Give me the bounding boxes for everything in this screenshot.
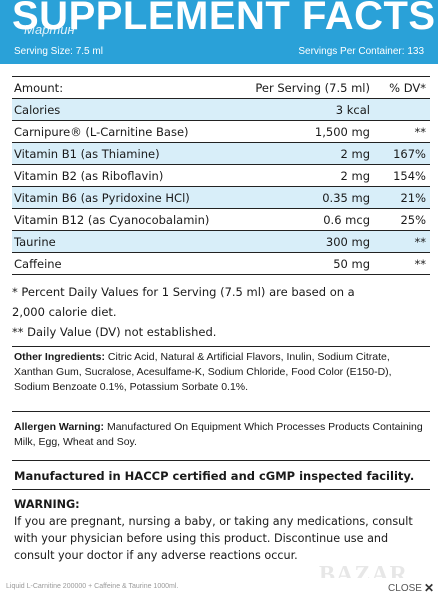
nutrient-dv: ** — [414, 235, 427, 249]
table-row: Carnipure® (L-Carnitine Base) 1,500 mg *… — [12, 121, 430, 143]
nutrient-amount: 3 kcal — [335, 103, 370, 117]
table-row: Vitamin B2 (as Riboflavin) 2 mg 154% — [12, 165, 430, 187]
servings-per-container: Servings Per Container: 133 — [298, 46, 424, 57]
nutrient-dv: 154% — [393, 169, 426, 183]
nutrient-dv: 21% — [400, 191, 426, 205]
ingredients-label: Other Ingredients: — [14, 351, 106, 363]
other-ingredients: Other Ingredients: Citric Acid, Natural … — [14, 350, 428, 395]
nutrient-dv: 167% — [393, 147, 426, 161]
nutrient-name: Vitamin B2 (as Riboflavin) — [14, 169, 164, 183]
divider — [12, 411, 430, 412]
footnote-line: * Percent Daily Values for 1 Serving (7.… — [12, 285, 355, 299]
nutrient-name: Carnipure® (L-Carnitine Base) — [14, 125, 189, 139]
nutrition-table: Amount: Per Serving (7.5 ml) % DV* Calor… — [12, 76, 430, 275]
daily-value-footnotes: * Percent Daily Values for 1 Serving (7.… — [12, 282, 430, 347]
warning-title: WARNING: — [14, 498, 80, 511]
divider — [12, 489, 430, 490]
close-label: CLOSE — [388, 582, 422, 594]
table-row: Caffeine 50 mg ** — [12, 253, 430, 275]
nutrient-amount: 0.6 mcg — [323, 213, 370, 227]
nutrient-amount: 1,500 mg — [314, 125, 370, 139]
close-icon: ✕ — [423, 581, 434, 595]
table-header-row: Amount: Per Serving (7.5 ml) % DV* — [12, 77, 430, 99]
table-row: Vitamin B12 (as Cyanocobalamin) 0.6 mcg … — [12, 209, 430, 231]
header-amount-label: Amount: — [14, 81, 64, 95]
nutrient-amount: 0.35 mg — [322, 191, 370, 205]
watermark-text: Мартин — [24, 22, 75, 37]
warning-section: WARNING: If you are pregnant, nursing a … — [14, 496, 428, 564]
nutrient-dv: ** — [414, 125, 427, 139]
nutrient-amount: 50 mg — [333, 257, 370, 271]
haccp-statement: Manufactured in HACCP certified and cGMP… — [14, 469, 415, 483]
allergen-warning: Allergen Warning: Manufactured On Equipm… — [14, 420, 428, 450]
footer-strip — [0, 578, 438, 600]
table-row: Calories 3 kcal — [12, 99, 430, 121]
allergen-text: Manufactured On Equipment Which Processe… — [14, 421, 423, 448]
nutrient-dv: ** — [414, 257, 427, 271]
nutrient-name: Vitamin B6 (as Pyridoxine HCl) — [14, 191, 190, 205]
product-description: Liquid L-Carnitine 200000 + Caffeine & T… — [6, 583, 179, 590]
table-row: Taurine 300 mg ** — [12, 231, 430, 253]
nutrient-name: Vitamin B1 (as Thiamine) — [14, 147, 160, 161]
divider — [12, 460, 430, 461]
nutrient-name: Vitamin B12 (as Cyanocobalamin) — [14, 213, 210, 227]
warning-text: If you are pregnant, nursing a baby, or … — [14, 515, 413, 562]
header-per-serving: Per Serving (7.5 ml) — [255, 81, 370, 95]
serving-size: Serving Size: 7.5 ml — [14, 46, 103, 57]
page-title: SUPPLEMENT FACTS — [12, 0, 436, 38]
nutrient-amount: 300 mg — [325, 235, 370, 249]
ingredients-text: Citric Acid, Natural & Artificial Flavor… — [14, 351, 392, 393]
nutrient-dv: 25% — [400, 213, 426, 227]
table-row: Vitamin B6 (as Pyridoxine HCl) 0.35 mg 2… — [12, 187, 430, 209]
close-button[interactable]: CLOSE ✕ — [388, 581, 434, 595]
nutrient-name: Caffeine — [14, 257, 62, 271]
nutrient-name: Calories — [14, 103, 61, 117]
nutrient-name: Taurine — [14, 235, 56, 249]
supplement-facts-header: SUPPLEMENT FACTS Мартин Serving Size: 7.… — [0, 0, 438, 64]
nutrient-amount: 2 mg — [340, 147, 370, 161]
allergen-label: Allergen Warning: — [14, 421, 105, 433]
nutrient-amount: 2 mg — [340, 169, 370, 183]
footnote-line: ** Daily Value (DV) not established. — [12, 325, 217, 339]
footnote-line: 2,000 calorie diet. — [12, 305, 117, 319]
header-dv: % DV* — [389, 81, 426, 95]
table-row: Vitamin B1 (as Thiamine) 2 mg 167% — [12, 143, 430, 165]
